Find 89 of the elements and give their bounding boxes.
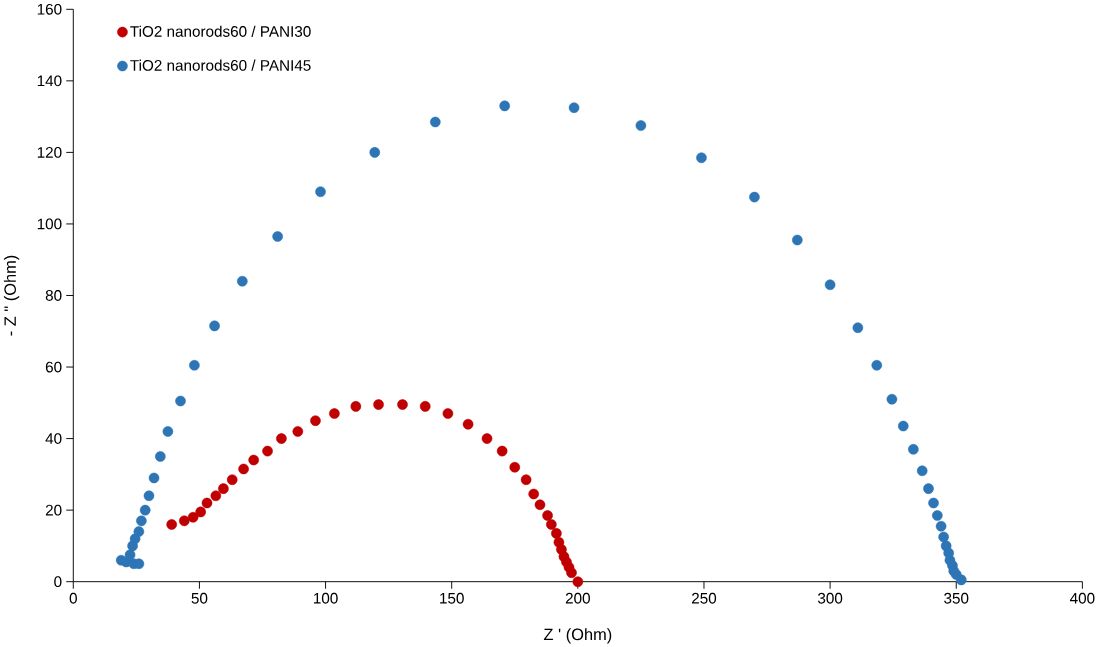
point — [248, 454, 259, 466]
point — [916, 465, 928, 476]
point — [542, 510, 553, 521]
point — [419, 400, 431, 412]
point — [162, 425, 174, 437]
y-tick-label: 20 — [45, 504, 62, 516]
point — [210, 490, 222, 501]
x-tick-label: 150 — [440, 592, 464, 604]
point — [824, 279, 836, 290]
point — [509, 461, 521, 473]
point — [935, 520, 947, 532]
x-tick-label: 350 — [944, 592, 969, 604]
point — [187, 511, 199, 523]
point — [136, 515, 147, 526]
point — [481, 433, 493, 444]
point — [528, 488, 539, 500]
point — [329, 408, 340, 419]
y-tick-label: 120 — [37, 146, 62, 158]
y-tick-label: 60 — [45, 361, 62, 373]
point — [442, 408, 454, 419]
point — [572, 576, 584, 587]
point — [124, 549, 136, 560]
point — [568, 102, 580, 113]
point — [175, 395, 186, 407]
point — [350, 400, 362, 412]
point — [499, 100, 510, 111]
x-tick-label: 300 — [817, 592, 843, 604]
point — [155, 451, 166, 462]
y-tick-label: 160 — [37, 3, 62, 15]
point — [430, 116, 441, 128]
point — [792, 234, 803, 246]
x-tick-label: 250 — [692, 592, 717, 604]
point — [908, 443, 919, 455]
y-tick-label: 0 — [54, 576, 62, 587]
point — [189, 359, 200, 371]
point — [551, 527, 562, 539]
point — [566, 567, 577, 578]
x-axis-title: Z ' (Ohm) — [543, 627, 612, 644]
y-tick-label: 80 — [45, 289, 62, 301]
point — [397, 399, 408, 410]
point — [462, 418, 474, 430]
point — [139, 504, 151, 516]
point — [226, 474, 238, 485]
point — [369, 146, 381, 158]
point — [520, 474, 532, 485]
point — [956, 574, 967, 585]
point — [315, 186, 326, 197]
point — [166, 518, 177, 530]
point — [938, 531, 949, 543]
point — [886, 393, 898, 405]
point — [292, 425, 304, 437]
point — [534, 499, 546, 510]
point — [546, 518, 557, 530]
point — [749, 191, 760, 203]
point — [179, 515, 190, 526]
x-tick-label: 50 — [191, 592, 208, 604]
point — [932, 510, 943, 521]
point — [201, 497, 213, 509]
point — [310, 415, 321, 426]
point — [209, 320, 220, 332]
point — [276, 433, 287, 444]
point — [238, 463, 249, 475]
point — [696, 152, 707, 163]
y-tick-label: 140 — [37, 75, 62, 87]
point — [897, 420, 909, 432]
point — [195, 506, 206, 518]
point — [373, 399, 384, 410]
legend-label: TiO2 nanorods60 / PANI30 — [130, 25, 311, 37]
point — [928, 497, 939, 509]
point — [218, 483, 229, 494]
point — [143, 490, 155, 501]
x-tick-label: 200 — [565, 592, 590, 604]
point — [923, 483, 934, 494]
point — [148, 472, 160, 484]
y-tick-label: 100 — [37, 218, 62, 230]
legend-label: TiO2 nanorods60 / PANI45 — [130, 59, 311, 71]
point — [262, 445, 273, 457]
x-tick-label: 400 — [1070, 592, 1095, 604]
y-tick-label: 40 — [45, 433, 62, 444]
point — [133, 526, 145, 537]
y-axis-title: - Z " (Ohm) — [3, 255, 20, 336]
point — [871, 359, 883, 371]
point — [237, 275, 248, 287]
x-tick-label: 0 — [69, 592, 77, 604]
point — [496, 445, 508, 457]
point — [635, 120, 647, 131]
point — [852, 322, 864, 333]
point — [272, 231, 283, 242]
x-tick-label: 100 — [314, 592, 338, 604]
